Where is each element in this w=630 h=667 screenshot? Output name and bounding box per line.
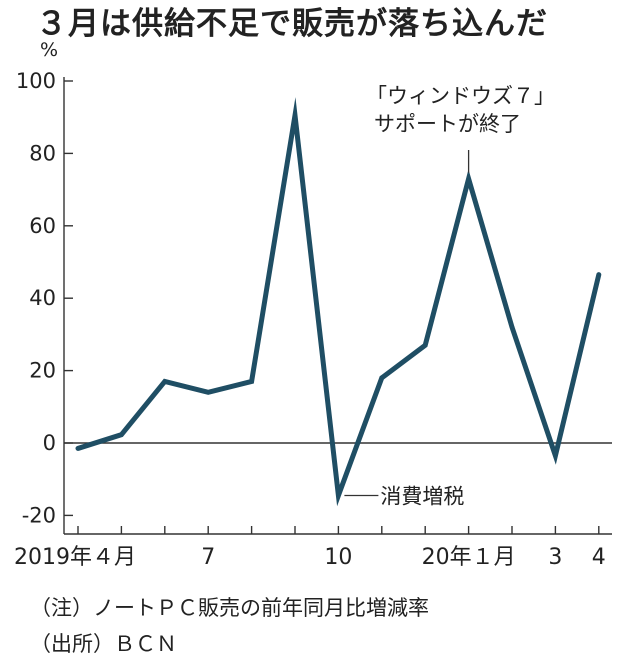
data-point bbox=[381, 377, 383, 379]
data-point bbox=[598, 274, 600, 276]
data-point bbox=[120, 434, 122, 436]
x-tick-label: 3 bbox=[548, 545, 562, 570]
x-tick-label: 2019年４月 bbox=[14, 545, 136, 570]
y-tick-label: -20 bbox=[22, 503, 56, 527]
data-point bbox=[554, 455, 556, 457]
y-tick-label: 20 bbox=[29, 359, 56, 383]
x-tick-label: 10 bbox=[324, 545, 352, 570]
data-point bbox=[468, 178, 470, 180]
series-line bbox=[75, 97, 602, 507]
data-point bbox=[294, 114, 296, 116]
data-point bbox=[511, 326, 513, 328]
chart-note: （注）ノートＰＣ販売の前年同月比増減率 bbox=[30, 596, 429, 620]
chart-title: ３月は供給不足で販売が落ち込んだ bbox=[36, 6, 548, 42]
annotation-label: サポートが終了 bbox=[374, 112, 521, 136]
data-point bbox=[251, 380, 253, 382]
data-point bbox=[164, 380, 166, 382]
x-tick-label: 4 bbox=[592, 545, 606, 570]
y-tick-label: 80 bbox=[29, 141, 56, 165]
annotation-label: 消費増税 bbox=[380, 484, 464, 508]
y-tick-label: 40 bbox=[29, 286, 56, 310]
data-point bbox=[424, 344, 426, 346]
x-tick-label: 7 bbox=[201, 545, 215, 570]
y-unit-label: % bbox=[40, 39, 58, 61]
data-point bbox=[337, 494, 339, 496]
y-tick-label: 100 bbox=[16, 69, 56, 93]
x-tick-label: 20年１月 bbox=[422, 545, 516, 570]
data-point bbox=[77, 447, 79, 449]
y-tick-label: 0 bbox=[43, 431, 56, 455]
y-tick-label: 60 bbox=[29, 214, 56, 238]
data-point bbox=[207, 391, 209, 393]
chart-source: （出所）ＢＣＮ bbox=[30, 632, 177, 656]
annotation-label: 「ウィンドウズ７」 bbox=[366, 84, 555, 108]
